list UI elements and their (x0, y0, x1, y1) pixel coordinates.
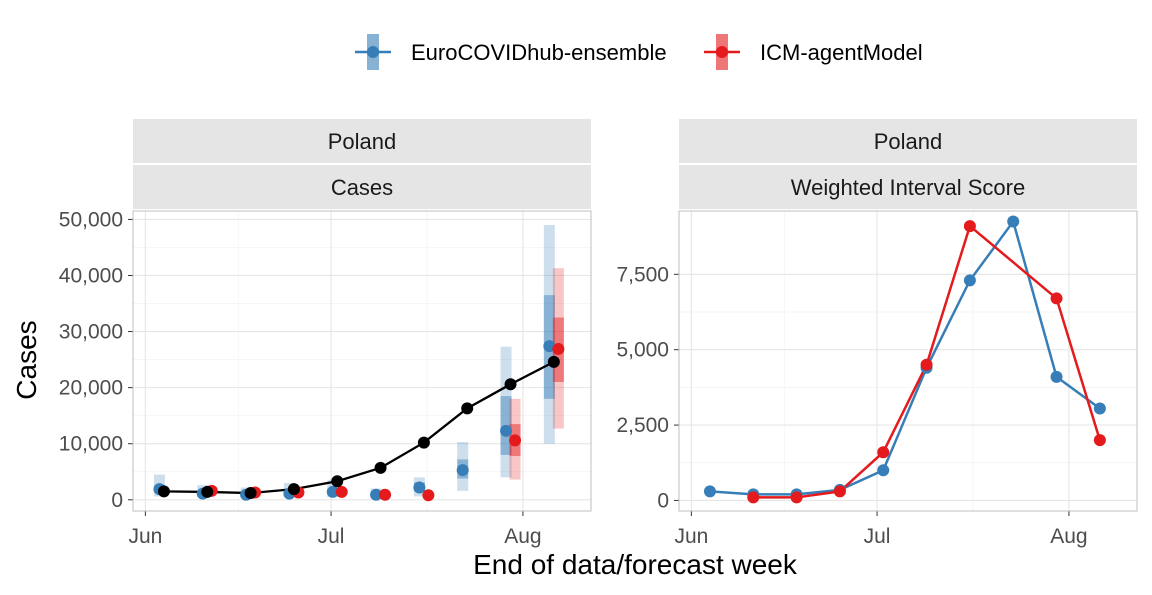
legend-key-icm-point (716, 46, 728, 58)
forecast-median-point-ensemble (413, 481, 426, 494)
legend: EuroCOVIDhub-ensemble ICM-agentModel (355, 34, 923, 70)
wis-line-icm (753, 223, 1102, 499)
wis-point-icm (1050, 292, 1063, 305)
strip-bottom-bg (679, 165, 1137, 209)
observed-cases-point (157, 485, 170, 498)
legend-item-icm: ICM-agentModel (704, 34, 923, 70)
x-tick-label: Aug (504, 525, 541, 548)
observed-cases-point (461, 402, 474, 415)
strip-location: Poland (328, 129, 397, 154)
x-tick-label: Jul (318, 525, 345, 548)
x-axis-title: End of data/forecast week (473, 549, 798, 580)
panel-wis: Poland Weighted Interval Score Jun Jul Aug… (616, 119, 1138, 548)
y-tick-label: 5,000 (616, 339, 669, 362)
wis-point-ensemble (877, 464, 890, 477)
y-tick-label: 10,000 (59, 433, 123, 456)
wis-point-ensemble (1093, 402, 1106, 415)
wis-point-icm (877, 446, 890, 459)
panel-border (678, 210, 1138, 512)
forecast-median-point-ensemble (326, 485, 339, 498)
x-tick-label: Jun (128, 525, 162, 548)
x-tick-label: Aug (1050, 525, 1087, 548)
wis-point-ensemble (1050, 370, 1063, 383)
strip-top-bg (133, 119, 591, 163)
wis-point-ensemble (703, 485, 716, 498)
wis-plot-area: Jun Jul Aug 0 2,500 5,000 7,500 (616, 211, 1137, 548)
y-tick-label: 40,000 (59, 264, 123, 287)
forecast-median-point-icm (379, 488, 392, 501)
legend-key-ensemble-point (367, 46, 379, 58)
forecast-median-point-icm (509, 434, 522, 447)
wis-point-icm (1093, 434, 1106, 447)
legend-label-ensemble: EuroCOVIDhub-ensemble (411, 40, 667, 65)
wis-point-icm (833, 485, 846, 498)
wis-point-icm (747, 491, 760, 504)
wis-point-icm (920, 358, 933, 371)
wis-point-ensemble (1007, 215, 1020, 228)
observed-cases-point (374, 461, 387, 474)
forecast-median-point-icm (335, 485, 348, 498)
y-tick-label: 30,000 (59, 321, 123, 344)
forecast-median-point-ensemble (370, 488, 383, 501)
strip-location: Poland (874, 129, 943, 154)
forecast-median-point-ensemble (456, 464, 469, 477)
observed-cases-point (504, 378, 517, 391)
observed-cases-point (331, 475, 344, 488)
wis-point-icm (790, 491, 803, 504)
strip-bottom-bg (133, 165, 591, 209)
wis-point-icm (963, 220, 976, 233)
forecast-median-point-ensemble (543, 340, 556, 353)
forecast-outer-interval-ensemble (500, 346, 512, 478)
y-tick-label: 2,500 (616, 414, 669, 437)
y-tick-label: 0 (657, 489, 669, 512)
forecast-median-point-icm (552, 342, 565, 355)
cases-plot-area: Jun Jul Aug 0 10,000 20,000 30,000 40,000 50,000 (59, 208, 591, 548)
x-tick-label: Jun (674, 525, 708, 548)
panel-cases: Poland Cases Jun Jul Aug 0 10,000 20,000 30,00… (11, 119, 592, 548)
strip-top-bg (679, 119, 1137, 163)
strip-metric: Weighted Interval Score (791, 175, 1025, 200)
forecast-median-point-icm (422, 489, 435, 502)
y-axis-title: Cases (11, 320, 42, 399)
observed-cases-point (244, 487, 257, 500)
panel-border (132, 210, 592, 512)
forecast-outer-interval-ensemble (543, 225, 555, 444)
y-tick-label: 20,000 (59, 377, 123, 400)
legend-item-ensemble: EuroCOVIDhub-ensemble (355, 34, 667, 70)
observed-cases-point (287, 483, 300, 496)
y-tick-label: 7,500 (616, 263, 669, 286)
y-tick-label: 0 (111, 489, 123, 512)
observed-cases-point (201, 485, 214, 498)
strip-metric: Cases (331, 175, 393, 200)
observed-cases-line (163, 360, 555, 495)
forecast-median-point-ensemble (500, 424, 513, 437)
wis-point-ensemble (963, 274, 976, 287)
observed-cases-point (417, 436, 430, 449)
y-tick-label: 50,000 (59, 208, 123, 231)
x-tick-label: Jul (864, 525, 891, 548)
observed-cases-point (547, 355, 560, 368)
wis-line-ensemble (709, 218, 1101, 496)
legend-label-icm: ICM-agentModel (760, 40, 923, 65)
